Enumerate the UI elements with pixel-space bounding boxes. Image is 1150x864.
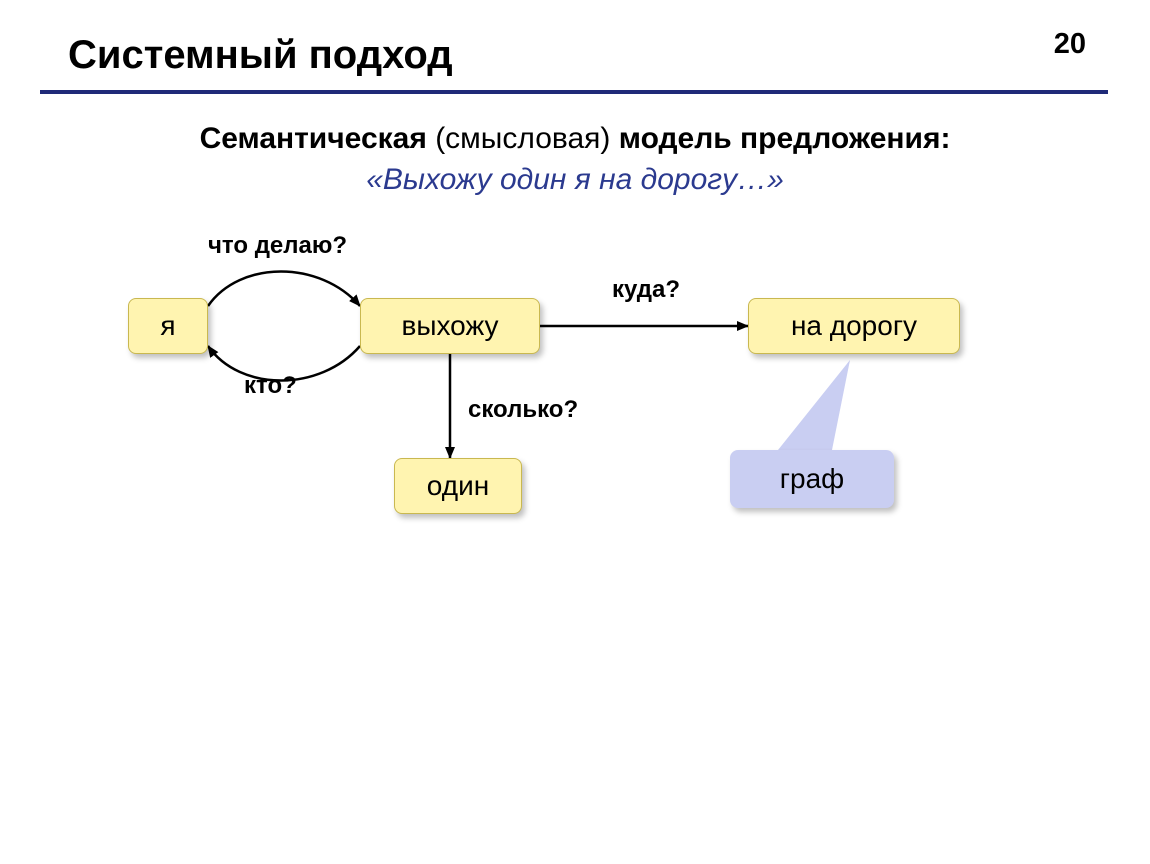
node-ya: я [128,298,208,354]
page-number: 20 [1054,28,1086,61]
subtitle-bold-2: модель предложения: [619,122,951,155]
callout-tail [770,360,850,460]
diagram: я выхожу на дорогу один граф что делаю? … [0,220,1150,620]
node-vykhozhu: выхожу [360,298,540,354]
edge-label-where: куда? [612,276,680,304]
title-rule [40,90,1108,94]
edge-label-count: сколько? [468,396,578,424]
callout-graf: граф [730,450,894,508]
node-vykhozhu-label: выхожу [402,310,499,342]
quote-line: «Выхожу один я на дорогу…» [0,163,1150,197]
node-odin: один [394,458,522,514]
edge-label-do: что делаю? [208,232,347,260]
node-doroga-label: на дорогу [791,310,917,342]
edge-do [208,272,360,307]
node-ya-label: я [160,310,175,342]
subtitle-paren: (смысловая) [427,122,619,155]
node-doroga: на дорогу [748,298,960,354]
slide-title: Системный подход [68,33,453,78]
edge-label-who: кто? [244,372,297,400]
subtitle-bold-1: Семантическая [200,122,427,155]
slide: 20 Системный подход Семантическая (смысл… [0,0,1150,864]
callout-graf-label: граф [780,463,844,495]
subtitle: Семантическая (смысловая) модель предлож… [0,122,1150,156]
node-odin-label: один [427,470,489,502]
